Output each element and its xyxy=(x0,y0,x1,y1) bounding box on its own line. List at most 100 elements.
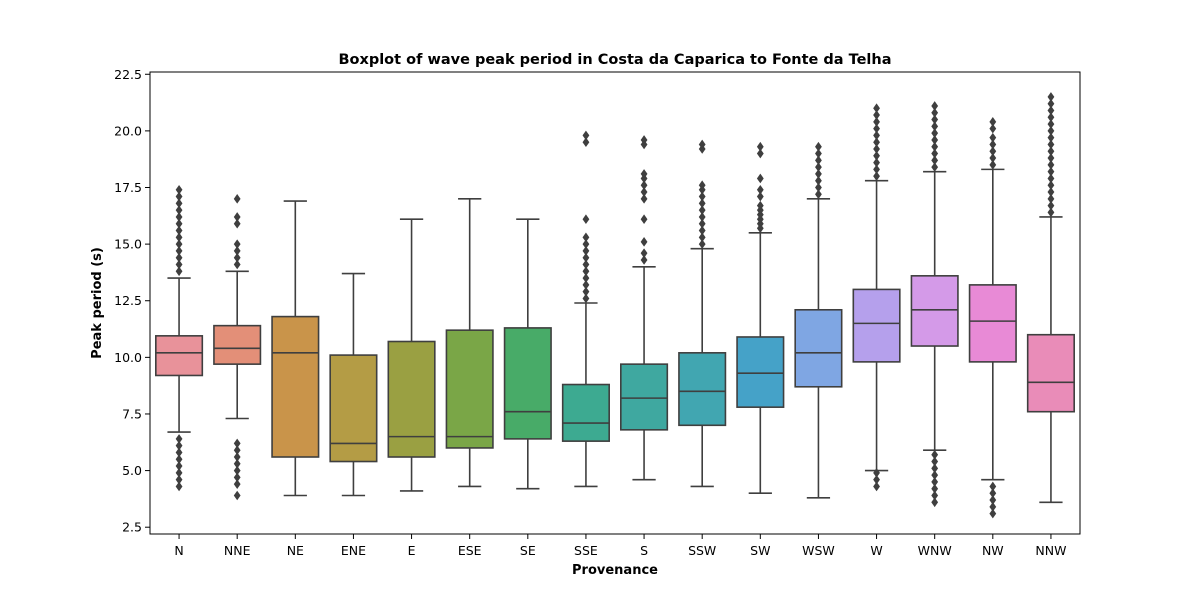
outlier-point xyxy=(233,212,241,222)
outlier-point xyxy=(640,237,648,247)
outlier-point xyxy=(640,187,648,197)
box-n xyxy=(155,335,204,377)
outlier-point xyxy=(1047,105,1055,116)
outlier-point xyxy=(873,468,880,478)
outlier-point xyxy=(1047,194,1055,204)
outlier-point xyxy=(1047,207,1055,218)
outlier-point xyxy=(698,191,706,202)
outlier-point xyxy=(873,171,880,181)
outlier-point xyxy=(640,248,648,258)
outlier-point xyxy=(698,232,706,243)
outlier-point xyxy=(873,137,880,148)
box-s xyxy=(620,363,669,431)
outlier-point xyxy=(931,128,939,138)
outlier-point xyxy=(175,440,183,451)
outlier-point xyxy=(175,246,183,256)
outlier-point xyxy=(989,117,997,127)
outlier-point xyxy=(873,144,880,154)
outlier-point xyxy=(931,497,939,508)
box-ese xyxy=(445,329,494,449)
outlier-point xyxy=(175,225,183,236)
x-tick-label: WNW xyxy=(918,543,952,558)
y-tick-label: 17.5 xyxy=(114,180,142,195)
outlier-point xyxy=(1047,139,1055,150)
x-tick-label: W xyxy=(870,543,882,558)
box-sse xyxy=(561,383,610,442)
outlier-point xyxy=(931,135,939,145)
box-se xyxy=(503,327,552,440)
outlier-point xyxy=(175,191,183,202)
outlier-point xyxy=(640,180,648,191)
outlier-point xyxy=(931,121,939,132)
outlier-point xyxy=(931,107,939,118)
outlier-point xyxy=(175,454,183,465)
outlier-point xyxy=(756,191,764,202)
outlier-point xyxy=(698,198,706,209)
plot-area: 2.5 5.0 7.5 10.0 12.5 15.0 17.5 20.0 22.5 N NNE NE E… xyxy=(114,67,1075,558)
outlier-point xyxy=(756,184,764,195)
outlier-point xyxy=(756,200,764,211)
x-tick-label: ESE xyxy=(458,543,482,558)
outlier-point xyxy=(873,110,880,120)
outlier-point xyxy=(698,212,706,222)
outlier-point xyxy=(1047,92,1055,102)
outlier-point xyxy=(931,456,939,467)
outlier-point xyxy=(989,123,997,134)
x-tick-label: SE xyxy=(520,543,536,558)
outlier-point xyxy=(931,114,939,125)
outlier-point xyxy=(756,141,764,152)
outlier-point xyxy=(175,205,183,215)
outlier-point xyxy=(582,293,590,304)
outlier-point xyxy=(1047,146,1055,157)
outlier-point xyxy=(873,117,880,127)
outlier-point xyxy=(873,481,880,492)
outlier-point xyxy=(582,252,590,263)
box-wsw xyxy=(794,308,843,388)
box-sw xyxy=(736,336,785,408)
outlier-point xyxy=(175,474,183,485)
outlier-point xyxy=(815,155,822,166)
outlier-point xyxy=(1047,160,1055,170)
outlier-point xyxy=(582,214,590,225)
outlier-point xyxy=(989,153,997,163)
outlier-point xyxy=(815,189,822,200)
chart-title: Boxplot of wave peak period in Costa da … xyxy=(338,52,891,68)
outlier-point xyxy=(175,198,183,209)
outlier-point xyxy=(931,449,939,460)
outlier-point xyxy=(233,479,241,489)
outlier-point xyxy=(698,180,706,191)
outlier-point xyxy=(1047,112,1055,123)
outlier-point xyxy=(233,239,241,249)
outlier-point xyxy=(989,502,997,512)
outlier-point xyxy=(989,481,997,492)
outlier-point xyxy=(175,232,183,243)
outlier-point xyxy=(698,225,706,236)
box-ne xyxy=(271,315,320,458)
outlier-point xyxy=(1047,173,1055,184)
outlier-point xyxy=(931,162,939,172)
outlier-point xyxy=(931,477,939,487)
y-tick-label: 5.0 xyxy=(122,463,142,478)
outlier-point xyxy=(1047,187,1055,197)
x-tick-label: N xyxy=(174,543,183,558)
outlier-point xyxy=(233,259,241,270)
y-axis-label: Peak period (s) xyxy=(90,247,105,359)
outlier-point xyxy=(582,280,590,290)
outlier-point xyxy=(815,182,822,193)
outlier-point xyxy=(233,252,241,263)
y-tick-label: 10.0 xyxy=(114,350,142,365)
outlier-point xyxy=(931,101,939,111)
outlier-point xyxy=(1047,126,1055,136)
outlier-point xyxy=(873,164,880,175)
x-tick-label: SSE xyxy=(574,543,598,558)
outlier-point xyxy=(582,246,590,256)
outlier-point xyxy=(233,445,241,456)
x-tick-label: S xyxy=(640,543,648,558)
outlier-point xyxy=(756,148,764,159)
outlier-point xyxy=(1047,200,1055,211)
outlier-point xyxy=(233,452,241,462)
outlier-point xyxy=(931,490,939,501)
x-tick-label: NW xyxy=(982,543,1004,558)
outlier-point xyxy=(175,266,183,277)
outlier-point xyxy=(175,434,183,444)
